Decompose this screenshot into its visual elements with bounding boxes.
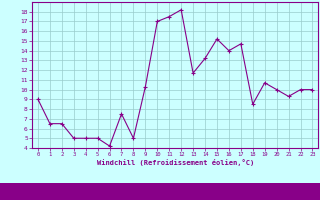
X-axis label: Windchill (Refroidissement éolien,°C): Windchill (Refroidissement éolien,°C) [97, 159, 254, 166]
